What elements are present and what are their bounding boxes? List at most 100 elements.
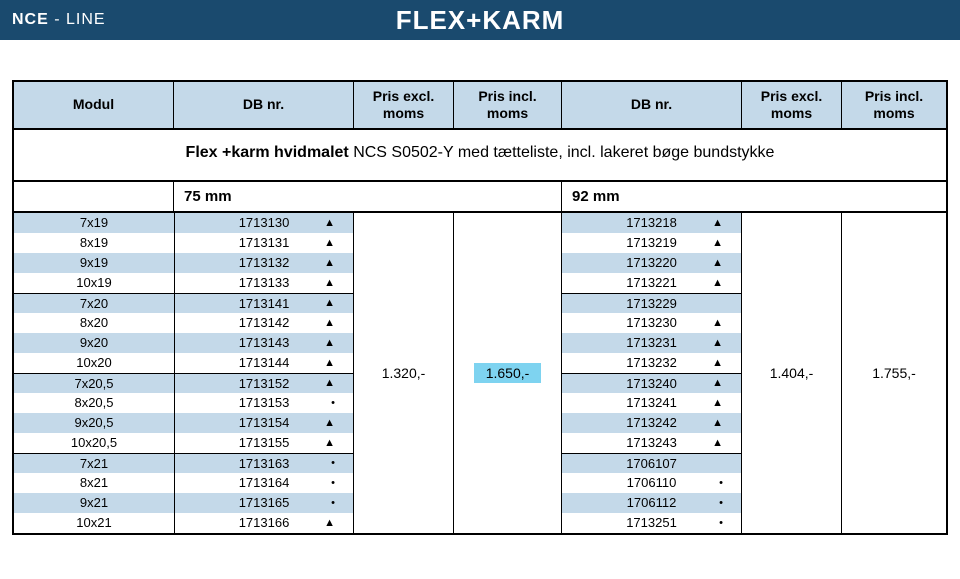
stock-symbol: ▲: [324, 317, 335, 329]
cell-modul: 9x20: [14, 333, 174, 353]
cell-db-a: 1713144▲: [175, 353, 353, 373]
table-body: 7x198x199x1910x197x208x209x2010x207x20,5…: [14, 213, 946, 533]
col-modul: Modul: [14, 82, 174, 128]
stock-symbol: •: [331, 497, 335, 509]
stock-symbol: ▲: [324, 337, 335, 349]
stock-symbol: ▲: [324, 297, 335, 309]
cell-modul: 10x20: [14, 353, 174, 373]
cell-db-a: 1713142▲: [175, 313, 353, 333]
cell-db-a: 1713141▲: [175, 293, 353, 313]
cell-db-b: 1706110•: [562, 473, 741, 493]
price-b-excl-value: 1.404,-: [770, 365, 814, 381]
stock-symbol: ▲: [324, 517, 335, 529]
cell-db-a: 1713155▲: [175, 433, 353, 453]
cell-db-a: 1713166▲: [175, 513, 353, 533]
cell-modul: 7x19: [14, 213, 174, 233]
cell-modul: 9x19: [14, 253, 174, 273]
cell-db-a: 1713165•: [175, 493, 353, 513]
brand-sep: -: [49, 11, 66, 28]
stock-symbol: ▲: [324, 277, 335, 289]
cell-db-b: 1713242▲: [562, 413, 741, 433]
cell-db-a: 1713152▲: [175, 373, 353, 393]
stock-symbol: ▲: [712, 417, 723, 429]
cell-modul: 8x20,5: [14, 393, 174, 413]
stock-symbol: ▲: [712, 357, 723, 369]
cell-db-b: 1713232▲: [562, 353, 741, 373]
cell-db-b: 1713243▲: [562, 433, 741, 453]
cell-db-b: 1713251•: [562, 513, 741, 533]
cell-db-a: 1713131▲: [175, 233, 353, 253]
cell-modul: 10x20,5: [14, 433, 174, 453]
stock-symbol: •: [331, 457, 335, 469]
col-pris-incl-1: Pris incl. moms: [454, 82, 562, 128]
cell-db-a: 1713153•: [175, 393, 353, 413]
cell-modul: 7x21: [14, 453, 174, 473]
brand-thin: LINE: [66, 11, 106, 28]
stock-symbol: ▲: [712, 277, 723, 289]
stock-symbol: ▲: [712, 377, 723, 389]
col-pris-excl-1: Pris excl. moms: [354, 82, 454, 128]
cell-modul: 8x21: [14, 473, 174, 493]
col-pris-incl-2: Pris incl. moms: [842, 82, 946, 128]
cell-db-a: 1713133▲: [175, 273, 353, 293]
price-b-excl: 1.404,-: [742, 213, 842, 533]
col-db-1: DB nr.: [174, 82, 354, 128]
price-table: Modul DB nr. Pris excl. moms Pris incl. …: [12, 80, 948, 535]
cell-modul: 8x19: [14, 233, 174, 253]
stock-symbol: ▲: [712, 437, 723, 449]
stock-symbol: ▲: [324, 437, 335, 449]
stock-symbol: ▲: [324, 417, 335, 429]
cell-db-b: 1713220▲: [562, 253, 741, 273]
stock-symbol: ▲: [712, 257, 723, 269]
stock-symbol: ▲: [712, 237, 723, 249]
col-db-2: DB nr.: [562, 82, 742, 128]
cell-db-a: 1713163•: [175, 453, 353, 473]
description-row: Flex +karm hvidmalet NCS S0502-Y med tæt…: [14, 130, 946, 182]
size-92: 92 mm: [562, 182, 946, 211]
cell-db-a: 1713164•: [175, 473, 353, 493]
cell-db-b: 1713221▲: [562, 273, 741, 293]
cell-db-b: 1713241▲: [562, 393, 741, 413]
stock-symbol: •: [331, 397, 335, 409]
cell-db-b: 1713240▲: [562, 373, 741, 393]
page-title: FLEX+KARM: [396, 5, 565, 36]
cell-db-a: 1713130▲: [175, 213, 353, 233]
table-header-row: Modul DB nr. Pris excl. moms Pris incl. …: [14, 82, 946, 130]
col-db2-body: 1713218▲1713219▲1713220▲1713221▲17132291…: [562, 213, 742, 533]
stock-symbol: •: [331, 477, 335, 489]
cell-db-b: 1706107: [562, 453, 741, 473]
price-a-excl-value: 1.320,-: [382, 365, 426, 381]
col-db1-body: 1713130▲1713131▲1713132▲1713133▲1713141▲…: [174, 213, 354, 533]
cell-db-b: 1713231▲: [562, 333, 741, 353]
cell-db-b: 1713219▲: [562, 233, 741, 253]
cell-modul: 9x20,5: [14, 413, 174, 433]
stock-symbol: ▲: [324, 217, 335, 229]
price-a-excl: 1.320,-: [354, 213, 454, 533]
stock-symbol: ▲: [712, 317, 723, 329]
stock-symbol: ▲: [712, 337, 723, 349]
cell-db-a: 1713143▲: [175, 333, 353, 353]
description-rest: NCS S0502-Y med tætteliste, incl. lakere…: [353, 144, 774, 161]
cell-modul: 10x19: [14, 273, 174, 293]
stock-symbol: ▲: [712, 397, 723, 409]
stock-symbol: •: [719, 517, 723, 529]
cell-db-a: 1713154▲: [175, 413, 353, 433]
price-b-incl: 1.755,-: [842, 213, 946, 533]
stock-symbol: •: [719, 477, 723, 489]
stock-symbol: ▲: [324, 237, 335, 249]
cell-db-b: 1713230▲: [562, 313, 741, 333]
cell-modul: 8x20: [14, 313, 174, 333]
stock-symbol: •: [719, 497, 723, 509]
cell-db-b: 1713229: [562, 293, 741, 313]
price-b-incl-value: 1.755,-: [872, 365, 916, 381]
price-a-incl: 1.650,-: [454, 213, 562, 533]
cell-db-b: 1713218▲: [562, 213, 741, 233]
cell-db-a: 1713132▲: [175, 253, 353, 273]
size-row: 75 mm 92 mm: [14, 182, 946, 213]
brand: NCE - LINE: [12, 11, 106, 29]
cell-modul: 7x20: [14, 293, 174, 313]
header-bar: NCE - LINE FLEX+KARM: [0, 0, 960, 40]
cell-modul: 10x21: [14, 513, 174, 533]
description-bold: Flex +karm hvidmalet: [186, 144, 354, 161]
cell-modul: 9x21: [14, 493, 174, 513]
